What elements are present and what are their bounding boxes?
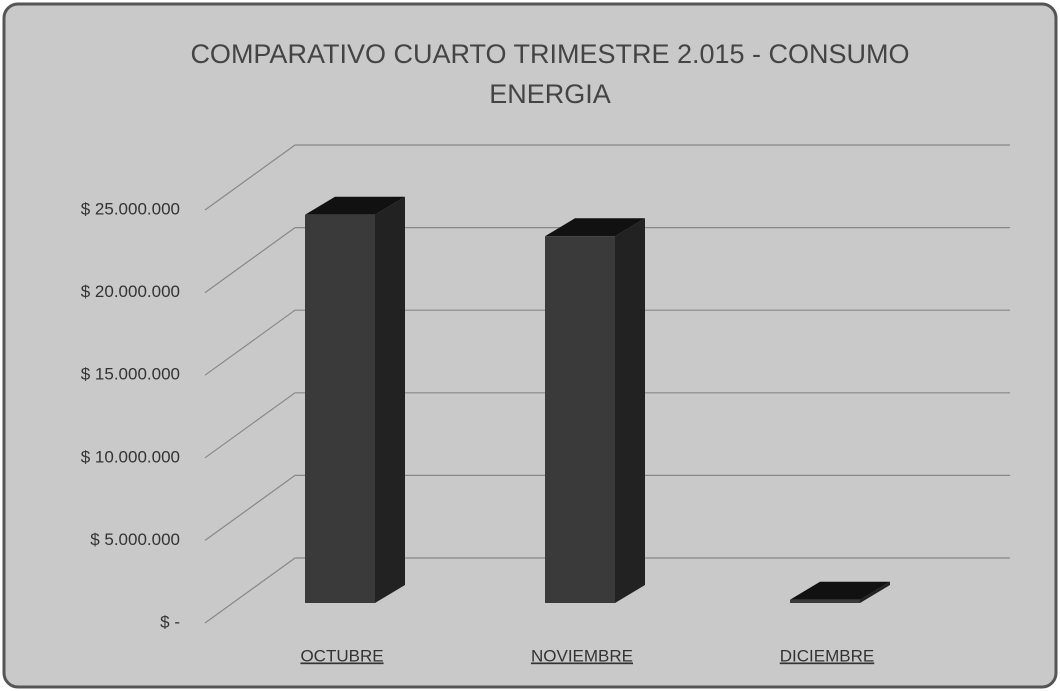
y-tick-label: $ 10.000.000 — [81, 447, 180, 466]
bar-side — [375, 196, 405, 603]
y-tick-label: $ 20.000.000 — [81, 282, 180, 301]
y-tick-label: $ 25.000.000 — [81, 199, 180, 218]
chart-title: COMPARATIVO CUARTO TRIMESTRE 2.015 - CON… — [190, 39, 910, 109]
bar-top — [305, 196, 405, 215]
bar-side — [615, 218, 645, 604]
grid-line — [204, 474, 1010, 541]
grid-line — [204, 144, 1010, 211]
grid-line — [204, 309, 1010, 376]
bar-top — [790, 581, 890, 600]
grid-line — [204, 392, 1010, 459]
bar — [305, 214, 375, 603]
bar — [545, 236, 615, 604]
y-tick-label: $ 15.000.000 — [81, 365, 180, 384]
bar-side — [860, 581, 890, 603]
y-tick-label: $ 5.000.000 — [90, 530, 180, 549]
y-tick-label: $ - — [160, 612, 180, 631]
x-tick-label: NOVIEMBRE — [531, 646, 633, 665]
bar-top — [545, 218, 645, 237]
bar — [790, 599, 860, 603]
x-tick-label: OCTUBRE — [300, 646, 383, 665]
x-tick-label: DICIEMBRE — [780, 646, 874, 665]
grid-line — [204, 227, 1010, 294]
grid-line — [204, 557, 1010, 624]
